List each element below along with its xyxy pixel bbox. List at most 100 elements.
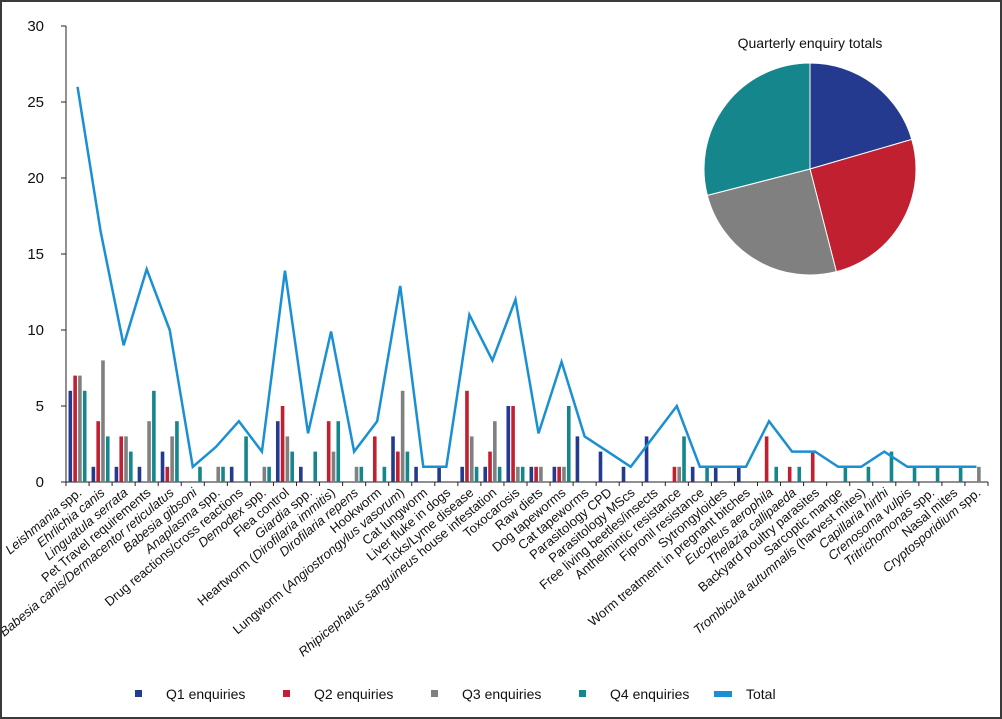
bar-q4-enquiries <box>129 451 133 482</box>
bar-q2-enquiries <box>396 451 400 482</box>
bar-q1-enquiries <box>229 466 234 482</box>
legend-swatch <box>431 690 438 697</box>
bar-q1-enquiries <box>483 466 488 482</box>
bar-q4-enquiries <box>705 466 709 482</box>
bar-q3-enquiries <box>400 390 405 482</box>
bar-q2-enquiries <box>672 466 677 482</box>
bar-q4-enquiries <box>843 466 848 482</box>
legend-label: Total <box>746 686 776 702</box>
bar-q4-enquiries <box>405 451 410 482</box>
bar-q4-enquiries <box>175 421 179 482</box>
bar-q4-enquiries <box>359 466 364 482</box>
bar-q4-enquiries <box>336 421 341 482</box>
bar-q3-enquiries <box>677 466 682 482</box>
bar-q3-enquiries <box>216 466 221 482</box>
bar-q1-enquiries <box>644 436 649 482</box>
bar-q1-enquiries <box>391 436 395 482</box>
bar-q1-enquiries <box>713 466 718 482</box>
bar-q4-enquiries <box>797 466 802 482</box>
bar-q4-enquiries <box>566 406 571 482</box>
y-tick-label: 30 <box>27 18 44 35</box>
legend-label: Q2 enquiries <box>314 686 393 702</box>
bar-q3-enquiries <box>354 466 359 482</box>
bar-q4-enquiries <box>520 466 525 482</box>
bar-q4-enquiries <box>313 451 318 482</box>
bar-q4-enquiries <box>198 466 202 482</box>
bar-q3-enquiries <box>469 436 474 482</box>
bar-q2-enquiries <box>326 421 331 482</box>
bar-q2-enquiries <box>511 406 515 482</box>
bar-q1-enquiries <box>160 451 165 482</box>
bar-q3-enquiries <box>78 375 82 482</box>
legend-swatch <box>135 690 142 697</box>
bar-q1-enquiries <box>68 390 73 482</box>
bar-q4-enquiries <box>866 466 871 482</box>
category-labels: Leishmania spp.Ehrlichia canisLinguatula… <box>2 484 983 659</box>
bar-q3-enquiries <box>331 451 336 482</box>
bar-q1-enquiries <box>137 466 142 482</box>
bar-q2-enquiries <box>557 466 561 482</box>
bar-q1-enquiries <box>506 406 511 482</box>
bar-q1-enquiries <box>598 451 603 482</box>
bar-q4-enquiries <box>474 466 479 482</box>
bar-q2-enquiries <box>372 436 377 482</box>
legend-label: Q1 enquiries <box>166 686 245 702</box>
bar-q1-enquiries <box>460 466 464 482</box>
bar-q3-enquiries <box>562 466 566 482</box>
bar-q2-enquiries <box>787 466 792 482</box>
y-tick-label: 0 <box>36 474 44 491</box>
bar-q4-enquiries <box>958 466 963 482</box>
bar-q1-enquiries <box>437 466 441 482</box>
bar-q2-enquiries <box>488 451 492 482</box>
bar-q2-enquiries <box>764 436 769 482</box>
bar-q1-enquiries <box>114 466 119 482</box>
pie-slice-q1-enquiries <box>809 62 913 170</box>
bar-q4-enquiries <box>267 466 271 482</box>
bar-q4-enquiries <box>382 466 387 482</box>
bars <box>68 360 981 482</box>
bar-q4-enquiries <box>912 466 917 482</box>
bar-q2-enquiries <box>119 436 124 482</box>
bar-q2-enquiries <box>810 451 815 482</box>
total-line <box>76 86 977 470</box>
bar-q4-enquiries <box>290 451 294 482</box>
pie-slice-q4-enquiries <box>703 62 811 196</box>
pie-slice-q3-enquiries <box>706 168 837 276</box>
bar-q4-enquiries <box>682 436 686 482</box>
bar-q1-enquiries <box>736 466 741 482</box>
bar-q1-enquiries <box>690 466 695 482</box>
legend-swatch <box>283 690 290 697</box>
bar-q1-enquiries <box>575 436 580 482</box>
pie-chart: Quarterly enquiry totals <box>703 35 917 276</box>
bar-q3-enquiries <box>147 421 151 482</box>
bar-q1-enquiries <box>552 466 557 482</box>
bar-q1-enquiries <box>414 466 418 482</box>
y-tick-label: 15 <box>27 246 44 263</box>
bar-q2-enquiries <box>534 466 538 482</box>
bar-q2-enquiries <box>165 466 170 482</box>
legend-label: Q3 enquiries <box>462 686 541 702</box>
bar-q4-enquiries <box>152 390 156 482</box>
bar-q1-enquiries <box>91 466 96 482</box>
bar-q1-enquiries <box>299 466 303 482</box>
bar-q2-enquiries <box>465 390 469 482</box>
legend-swatch <box>579 690 586 697</box>
bar-q4-enquiries <box>244 436 248 482</box>
bar-q2-enquiries <box>96 421 100 482</box>
y-tick-label: 25 <box>27 94 44 111</box>
total-line-layer <box>76 86 977 470</box>
bar-q4-enquiries <box>105 436 110 482</box>
bar-q4-enquiries <box>82 390 87 482</box>
bar-q4-enquiries <box>497 466 502 482</box>
bar-q3-enquiries <box>170 436 174 482</box>
bar-q4-enquiries <box>889 451 894 482</box>
bar-q3-enquiries <box>124 436 128 482</box>
bar-q3-enquiries <box>101 360 105 482</box>
bar-q3-enquiries <box>977 466 981 482</box>
bar-q3-enquiries <box>262 466 267 482</box>
bar-q1-enquiries <box>621 466 626 482</box>
bar-q1-enquiries <box>275 421 280 482</box>
bar-q2-enquiries <box>280 406 285 482</box>
